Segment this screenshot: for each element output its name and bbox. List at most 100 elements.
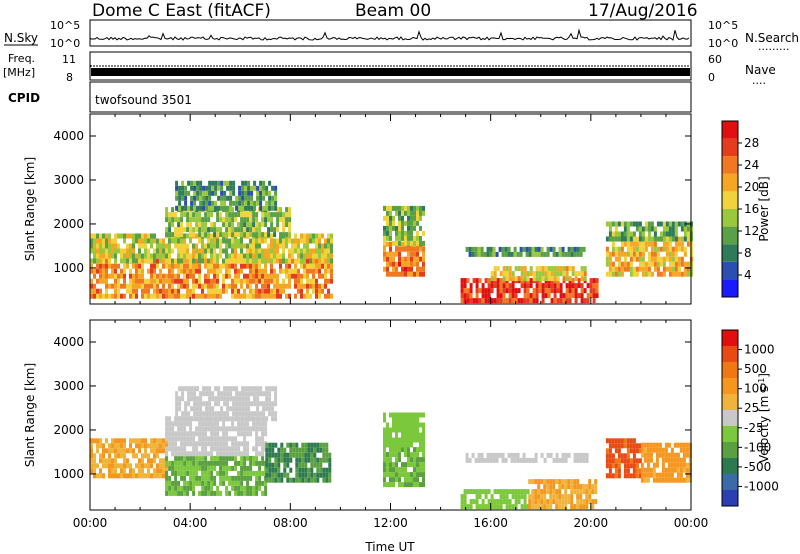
power-cell (225, 248, 228, 254)
velocity-cell (392, 447, 395, 453)
power-cell (505, 276, 509, 282)
power-cell (531, 251, 535, 257)
velocity-cell (523, 499, 527, 505)
power-cell (123, 278, 126, 284)
power-cell (171, 283, 174, 289)
power-cell (614, 226, 618, 232)
velocity-cell (237, 441, 241, 447)
velocity-cell (220, 411, 224, 417)
velocity-cell (623, 463, 627, 469)
power-cell (204, 217, 208, 223)
power-cell (583, 298, 587, 304)
velocity-cell (685, 447, 689, 453)
velocity-cell (658, 447, 662, 453)
velocity-cell (383, 412, 386, 418)
velocity-cell (679, 477, 683, 483)
power-cell (294, 258, 297, 264)
power-cell (592, 288, 596, 294)
velocity-cell (228, 455, 232, 461)
velocity-cell (226, 386, 230, 392)
power-cell (321, 253, 324, 259)
velocity-cell (419, 467, 422, 473)
power-cell (638, 231, 642, 237)
velocity-cell (682, 447, 686, 453)
velocity-cell (540, 504, 544, 510)
velocity-cell (243, 455, 247, 461)
velocity-cell (232, 406, 236, 412)
power-cell (222, 222, 226, 228)
power-cell (541, 288, 545, 294)
power-cell (231, 283, 234, 289)
power-cell (213, 258, 216, 264)
power-cell (228, 232, 232, 238)
power-cell (96, 248, 99, 254)
velocity-cell (165, 416, 169, 422)
power-cell (383, 225, 386, 231)
velocity-cell (608, 453, 612, 459)
power-cell (259, 195, 263, 201)
power-cell (595, 278, 599, 284)
power-cell (181, 205, 185, 211)
velocity-cell (325, 467, 329, 473)
power-cell (586, 298, 590, 304)
velocity-cell (534, 489, 538, 495)
power-cell (276, 278, 279, 284)
power-cell (111, 253, 114, 259)
velocity-cell (141, 453, 144, 459)
velocity-cell (268, 452, 272, 458)
velocity-cell (210, 436, 214, 442)
power-cell (174, 243, 177, 249)
velocity-cell (250, 416, 254, 422)
velocity-cell (247, 416, 251, 422)
velocity-cell (632, 463, 636, 469)
power-cell (211, 180, 215, 186)
power-cell (183, 227, 187, 233)
velocity-cell (466, 489, 470, 495)
power-cell (249, 268, 252, 274)
power-cell (147, 293, 150, 299)
velocity-cell (231, 475, 235, 481)
power-cell (222, 278, 225, 284)
power-cell (288, 232, 292, 238)
power-cell (312, 248, 315, 254)
power-cell (279, 243, 282, 249)
velocity-cell (392, 442, 395, 448)
velocity-cell (174, 465, 178, 471)
power-cell (228, 222, 232, 228)
power-cell (223, 200, 227, 206)
power-cell (540, 246, 544, 252)
velocity-cell (216, 470, 220, 476)
velocity-cell (591, 504, 595, 510)
velocity-cell (401, 442, 404, 448)
power-cell (207, 263, 210, 269)
velocity-cell (195, 451, 199, 457)
velocity-cell (325, 457, 329, 463)
nave-band (91, 68, 690, 76)
power-cell (419, 240, 422, 246)
velocity-cell (120, 448, 123, 454)
velocity-cell (265, 467, 269, 473)
velocity-cell (159, 448, 162, 454)
power-cell (327, 293, 330, 299)
velocity-cell (196, 411, 200, 417)
power-cell (144, 253, 147, 259)
power-cell (241, 200, 245, 206)
power-cell (493, 271, 497, 277)
power-cell (303, 273, 306, 279)
power-cell (186, 288, 189, 294)
power-cell (324, 293, 327, 299)
power-cell (162, 263, 165, 269)
power-cell (225, 273, 228, 279)
velocity-cell (528, 457, 532, 463)
power-cell (108, 248, 111, 254)
velocity-cell (489, 457, 493, 463)
power-cell (416, 230, 419, 236)
power-cell (309, 268, 312, 274)
power-cell (135, 238, 138, 244)
velocity-cell (307, 457, 311, 463)
power-cell (153, 258, 156, 264)
velocity-cell (588, 499, 592, 505)
velocity-cell (591, 499, 595, 505)
velocity-cell (283, 467, 287, 473)
power-cell (404, 246, 407, 252)
